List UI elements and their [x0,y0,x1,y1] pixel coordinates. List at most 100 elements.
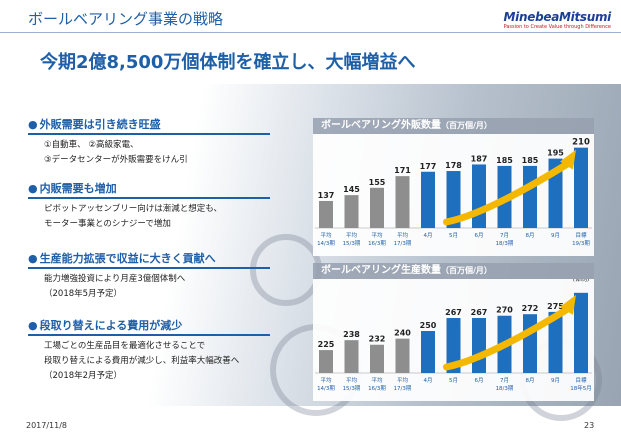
section-text: ③データセンターが外販需要をけん引 [44,155,188,165]
section-text: 段取り替えによる費用が減少し、利益率大幅改善へ [44,356,240,366]
trend-arrow [443,305,572,371]
logo-brand: MinebeaMitsumi [503,10,612,24]
section-internal-demand: ● 内販需要も増加 ピボットアッセンブリー向けは漸減と想定も、 モーター事業とのシ… [28,180,270,229]
data-label: 238 [343,330,360,339]
tick-label: 平均 [397,376,409,384]
section-text: モーター事業とのシナジーで増加 [44,219,171,229]
bar [574,147,588,228]
tick-label: 7月 [500,232,509,239]
target-note: (体制) [573,279,590,283]
bullet-icon: ● [28,319,38,332]
data-label: 267 [445,308,462,317]
tick-label: 6月 [475,377,484,384]
data-label: 195 [547,149,564,158]
tick-label: 19/3期 [572,240,590,247]
bar [344,195,359,228]
tick-label: 目標 [575,376,587,384]
bullet-icon: ● [28,182,38,195]
section-underline [28,133,270,135]
bar [421,331,435,373]
data-label: 145 [343,185,360,194]
data-label: 187 [471,154,488,163]
tick-label: 5月 [449,377,458,384]
fiscal-label: 18/3期 [496,240,514,247]
data-label: 155 [369,178,386,187]
section-heading: 外販需要は引き続き旺盛 [39,118,161,131]
bar [472,164,486,228]
tick-label: 9月 [551,377,560,384]
tick-label: 7月 [500,377,509,384]
data-label: 185 [496,156,513,165]
bar [395,338,410,373]
data-label: 137 [318,191,335,200]
section-text: ①自動車、 ②高級家電、 [44,140,139,150]
data-label: 275 [547,302,564,311]
bar [319,200,333,228]
section-underline [28,267,270,269]
bar [370,187,384,228]
chart-title-production: ボールベアリング生産数量（百万個/月） [313,263,594,279]
section-changeover-cost: ● 段取り替えによる費用が減少 工場ごとの生産品目を最適化させることで 段取り替え… [28,317,270,381]
footer-date: 2017/11/8 [26,421,68,430]
page-title: ボールベアリング事業の戦略 [28,10,224,28]
bar [395,176,410,228]
tick-label: 平均 [397,231,409,239]
section-heading: 内販需要も増加 [39,182,117,195]
tick-label: 平均 [320,231,332,239]
tick-label: 16/3期 [368,240,386,247]
bullet-icon: ● [28,252,38,265]
section-underline [28,197,270,199]
bar [472,318,486,373]
bar [319,350,333,373]
tick-label: 17/3期 [394,240,412,247]
section-text: 工場ごとの生産品目を最適化させることで [44,341,206,351]
chart-external-sales-svg: 137平均14/3期145平均15/3期155平均16/3期171平均17/3期… [315,138,592,247]
bar [548,311,563,373]
trend-arrow-head [560,294,576,315]
data-label: 178 [445,161,462,170]
tick-label: 5月 [449,232,458,239]
tick-label: 6月 [475,232,484,239]
bar [421,171,435,228]
chart-external-sales: 137 平均 14/3期 145 平均 15/3期 155 平均 16/3期 171 平均 17/3期… [313,134,594,256]
title-divider [0,32,621,33]
tick-label: 14/3期 [317,240,335,247]
tick-label: 平均 [346,231,358,239]
headline: 今期2億8,500万個体制を確立し、大幅増益へ [40,52,416,73]
section-text: ピボットアッセンブリー向けは漸減と想定も、 [44,204,222,214]
bar [523,165,537,228]
data-label: 240 [394,329,411,338]
section-external-demand: ● 外販需要は引き続き旺盛 ①自動車、 ②高級家電、 ③データセンターが外販需要を… [28,116,270,165]
tick-label: 平均 [320,376,332,384]
page-number: 23 [584,421,595,430]
data-label: 272 [522,304,539,313]
tick-label: 4月 [424,232,433,239]
trend-arrow [443,160,572,226]
tick-label: 8月 [526,232,535,239]
section-text: 能力増強投資により月産3億個体制へ [44,274,186,284]
section-capacity-expansion: ● 生産能力拡張で収益に大きく貢献へ 能力増強投資により月産3億個体制へ （201… [28,250,270,299]
data-label: 250 [420,321,437,330]
bar [344,340,359,373]
section-text: （2018年2月予定） [44,371,123,381]
logo-tagline: Passion to Create Value through Differen… [503,24,611,30]
tick-label: 平均 [346,376,358,384]
tick-label: 18年5月 [570,384,592,392]
tick-label: 4月 [424,377,433,384]
section-heading: 生産能力拡張で収益に大きく貢献へ [39,252,216,265]
data-label: 210 [572,138,590,148]
chart-production-svg: 225平均14/3期238平均15/3期232平均16/3期240平均17/3期… [315,266,592,392]
tick-label: 16/3期 [368,385,386,392]
data-label: 225 [318,340,335,349]
bar [523,314,537,373]
tick-label: 平均 [371,231,383,239]
tick-label: 9月 [551,232,560,239]
bar [446,171,461,228]
chart-production: 225 平均 14/3期 238 平均 15/3期 232 平均 16/3期 240 平均 17/3期… [313,266,594,401]
tick-label: 15/3期 [343,385,361,392]
bullet-icon: ● [28,118,38,131]
data-label: 232 [369,335,386,344]
company-logo: MinebeaMitsumi Passion to Create Value t… [503,10,612,30]
section-underline [28,334,270,336]
tick-label: 17/3期 [394,385,412,392]
